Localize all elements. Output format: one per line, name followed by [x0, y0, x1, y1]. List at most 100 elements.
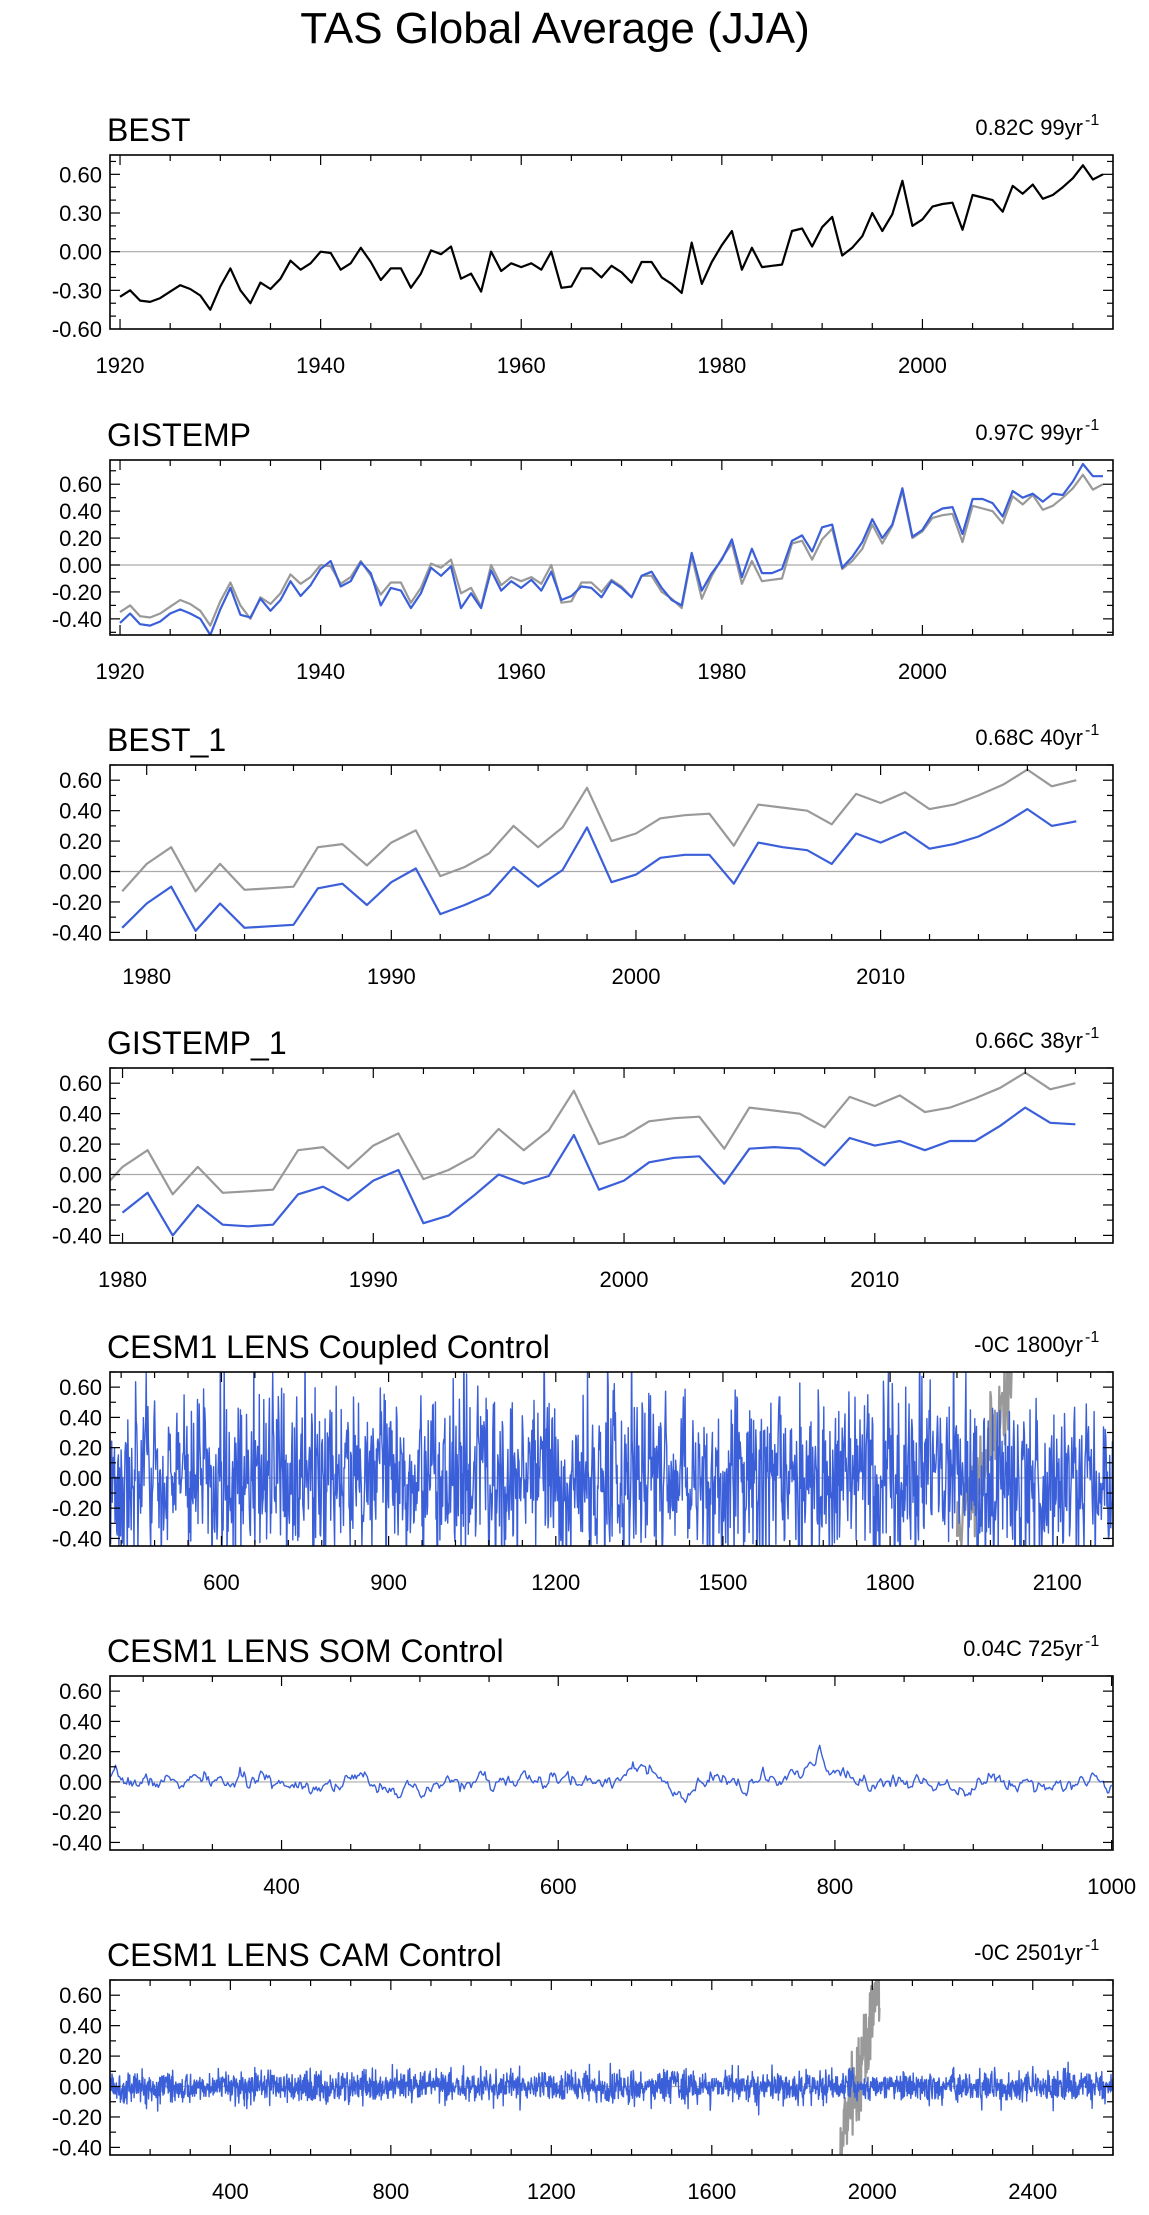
plot-frame: [109, 1067, 1114, 1244]
y-tick-label: 0.00: [59, 1770, 102, 1795]
ticks: [110, 764, 1113, 940]
x-tick-label: 1980: [122, 964, 171, 989]
panel-5: CESM1 LENS Coupled Control -0C 1800yr -1 -0…: [52, 1329, 1114, 1595]
x-tick-label: 1920: [96, 659, 145, 684]
trend-exponent: -1: [1085, 1025, 1099, 1042]
y-tick-label: -0.30: [52, 278, 102, 303]
trend-label: 0.97C 99yr: [975, 420, 1083, 445]
x-tick-label: 400: [212, 2179, 249, 2204]
y-tick-label: -0.40: [52, 1526, 102, 1551]
x-tick-label: 1500: [698, 1570, 747, 1595]
y-tick-label: -0.40: [52, 920, 102, 945]
y-tick-label: 0.00: [59, 553, 102, 578]
y-tick-label: 0.00: [59, 240, 102, 265]
series-group: [119, 164, 1104, 311]
trend-exponent: -1: [1085, 417, 1099, 434]
ticks: [110, 1371, 1113, 1546]
series-group: [110, 1071, 1076, 1237]
plot-frame: [109, 1371, 1114, 1547]
y-tick-label: 0.60: [59, 768, 102, 793]
series-line-ref: [119, 473, 1104, 627]
trend-label: 0.04C 725yr: [963, 1636, 1083, 1661]
x-tick-label: 1940: [296, 659, 345, 684]
x-tick-label: 1600: [687, 2179, 736, 2204]
x-tick-label: 400: [263, 1874, 300, 1899]
trend-exponent: -1: [1085, 1329, 1099, 1346]
series-line-model: [121, 1106, 1076, 1237]
trend-label: -0C 2501yr: [974, 1940, 1083, 1965]
x-tick-label: 600: [203, 1570, 240, 1595]
x-tick-label: 800: [817, 1874, 854, 1899]
series-line-obs: [119, 164, 1104, 311]
x-tick-label: 2100: [1033, 1570, 1082, 1595]
y-tick-label: 0.60: [59, 162, 102, 187]
ticks: [109, 1979, 1114, 2155]
x-tick-label: 2000: [611, 964, 660, 989]
series-line-ref: [121, 768, 1077, 893]
x-tick-label: 1990: [367, 964, 416, 989]
x-tick-label: 2000: [898, 353, 947, 378]
y-tick-label: 0.40: [59, 799, 102, 824]
y-tick-label: 0.20: [59, 526, 102, 551]
trend-label: -0C 1800yr: [974, 1332, 1083, 1357]
x-tick-label: 2000: [848, 2179, 897, 2204]
panel-2: GISTEMP 0.97C 99yr -1 -0.40-0.200.000.200.4…: [52, 417, 1114, 684]
panel-6: CESM1 LENS SOM Control 0.04C 725yr -1 -0.40…: [52, 1633, 1136, 1899]
panel-1: BEST 0.82C 99yr -1 -0.60 -0.30 0.00 0.30 0.60 19…: [52, 112, 1114, 378]
series-line-model: [110, 1372, 1113, 1546]
y-tick-label: -0.20: [52, 2105, 102, 2130]
y-tick-label: 0.60: [59, 1375, 102, 1400]
series-group: [110, 1980, 1113, 2155]
series-group: [110, 1372, 1113, 1546]
x-tick-label: 1980: [697, 659, 746, 684]
figure-title: TAS Global Average (JJA): [300, 4, 809, 53]
y-tick-label: 0.40: [59, 1102, 102, 1127]
y-tick-label: 0.00: [59, 1163, 102, 1188]
x-tick-label: 2000: [898, 659, 947, 684]
x-tick-label: 1000: [1087, 1874, 1136, 1899]
series-line-model: [110, 2061, 1113, 2116]
x-tick-label: 2400: [1008, 2179, 1057, 2204]
series-group: [119, 462, 1104, 635]
y-tick-label: 0.20: [59, 1132, 102, 1157]
y-tick-label: 0.40: [59, 2014, 102, 2039]
plot-frame: [109, 459, 1114, 636]
series-line-model: [121, 807, 1077, 933]
trend-exponent: -1: [1085, 112, 1099, 129]
ticks: [110, 1675, 1113, 1850]
y-tick-label: 0.40: [59, 499, 102, 524]
y-tick-label: -0.40: [52, 607, 102, 632]
y-tick-label: -0.40: [52, 1830, 102, 1855]
panel-3: BEST_1 0.68C 40yr -1 -0.40 -0.20 0.00 0.20 0.40…: [52, 722, 1114, 989]
ticks: [110, 460, 1113, 635]
y-tick-label: 0.30: [59, 201, 102, 226]
series-line-model: [110, 1744, 1113, 1804]
y-tick-label: -0.20: [52, 1496, 102, 1521]
trend-exponent: -1: [1085, 1633, 1099, 1650]
x-tick-label: 2010: [856, 964, 905, 989]
panel-title: GISTEMP: [107, 417, 251, 453]
plot-frame: [109, 764, 1114, 941]
series-line-model: [119, 462, 1103, 635]
plot-frame: [109, 1675, 1114, 1851]
trend-exponent: -1: [1085, 722, 1099, 739]
panel-title: CESM1 LENS SOM Control: [107, 1633, 504, 1669]
y-tick-label: 0.40: [59, 1405, 102, 1430]
y-tick-label: 0.60: [59, 1983, 102, 2008]
x-tick-label: 1960: [497, 353, 546, 378]
y-tick-label: 0.00: [59, 860, 102, 885]
panel-title: BEST_1: [107, 722, 226, 758]
series-group: [110, 1744, 1113, 1804]
x-tick-label: 1200: [527, 2179, 576, 2204]
trend-label: 0.66C 38yr: [975, 1028, 1083, 1053]
panel-4: GISTEMP_1 0.66C 38yr -1 -0.40 -0.20 0.00 0.20 0…: [52, 1025, 1114, 1292]
series-group: [121, 768, 1077, 933]
x-tick-label: 1980: [697, 353, 746, 378]
trend-exponent: -1: [1085, 1937, 1099, 1954]
panel-7: CESM1 LENS CAM Control -0C 2501yr -1 -0.40 -…: [52, 1937, 1114, 2204]
x-tick-label: 1980: [98, 1267, 147, 1292]
plot-frame: [109, 154, 1114, 330]
plot-frame: [109, 1979, 1114, 2156]
y-tick-label: 0.00: [59, 2075, 102, 2100]
